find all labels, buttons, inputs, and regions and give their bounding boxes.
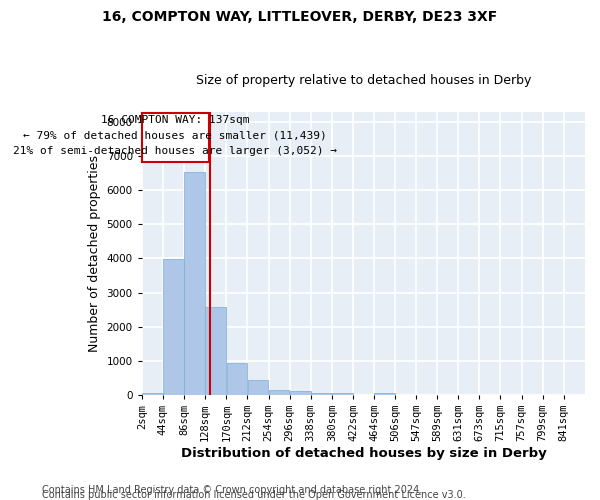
Text: 16 COMPTON WAY: 137sqm: 16 COMPTON WAY: 137sqm	[101, 115, 250, 125]
Text: 16, COMPTON WAY, LITTLEOVER, DERBY, DE23 3XF: 16, COMPTON WAY, LITTLEOVER, DERBY, DE23…	[103, 10, 497, 24]
Text: ← 79% of detached houses are smaller (11,439): ← 79% of detached houses are smaller (11…	[23, 130, 327, 140]
Bar	[184, 172, 205, 395]
Y-axis label: Number of detached properties: Number of detached properties	[88, 155, 101, 352]
Bar	[205, 307, 226, 395]
X-axis label: Distribution of detached houses by size in Derby: Distribution of detached houses by size …	[181, 447, 546, 460]
Bar	[142, 393, 163, 395]
Title: Size of property relative to detached houses in Derby: Size of property relative to detached ho…	[196, 74, 531, 87]
Bar	[269, 390, 289, 395]
FancyBboxPatch shape	[142, 113, 209, 162]
Bar	[248, 380, 268, 395]
Bar	[311, 393, 332, 395]
Bar	[332, 393, 353, 395]
Bar	[163, 259, 184, 395]
Text: Contains HM Land Registry data © Crown copyright and database right 2024.: Contains HM Land Registry data © Crown c…	[42, 485, 422, 495]
Bar	[227, 363, 247, 395]
Text: 21% of semi-detached houses are larger (3,052) →: 21% of semi-detached houses are larger (…	[13, 146, 337, 156]
Bar	[374, 393, 395, 395]
Bar	[290, 392, 311, 395]
Text: Contains public sector information licensed under the Open Government Licence v3: Contains public sector information licen…	[42, 490, 466, 500]
